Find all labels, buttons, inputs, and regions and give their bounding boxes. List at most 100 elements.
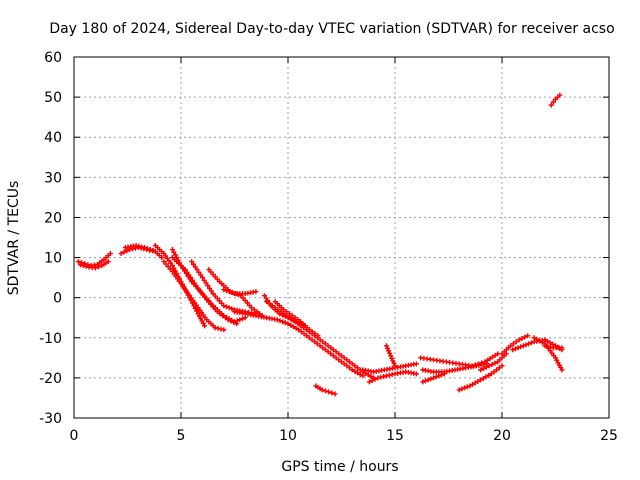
data-point — [194, 267, 200, 273]
data-point — [425, 377, 431, 383]
data-point — [306, 335, 312, 341]
data-point — [322, 388, 328, 394]
data-point — [347, 365, 353, 371]
data-point — [188, 275, 194, 281]
data-point — [325, 349, 331, 355]
data-point — [253, 289, 259, 295]
data-point — [510, 347, 516, 353]
data-point — [96, 264, 102, 270]
y-tick-label: 20 — [44, 210, 62, 226]
data-point — [387, 350, 393, 356]
data-point — [171, 249, 177, 255]
plot-frame — [73, 56, 610, 419]
data-point — [317, 337, 323, 343]
data-point — [237, 317, 243, 323]
data-point — [312, 339, 318, 345]
series-track-20 — [418, 351, 501, 369]
data-point — [422, 378, 428, 384]
data-point — [290, 324, 296, 330]
data-point — [286, 311, 292, 317]
data-point — [349, 367, 355, 373]
data-point — [226, 305, 232, 311]
data-point — [229, 290, 235, 296]
data-point — [467, 383, 473, 389]
data-point — [257, 311, 263, 317]
data-point — [475, 378, 481, 384]
data-point — [190, 261, 196, 267]
y-tick-label: -20 — [39, 371, 62, 387]
data-point — [328, 351, 334, 357]
data-point — [285, 321, 291, 327]
data-point — [281, 307, 287, 313]
y-tick-label: 0 — [53, 291, 62, 307]
data-point — [333, 349, 339, 355]
series-track-08 — [169, 255, 240, 327]
data-point — [480, 375, 486, 381]
data-point — [320, 339, 326, 345]
series-track-13 — [264, 299, 377, 381]
data-point — [217, 311, 223, 317]
data-point — [492, 352, 498, 358]
data-point — [355, 365, 361, 371]
data-point — [559, 367, 565, 373]
data-point — [515, 345, 521, 351]
data-point — [240, 316, 246, 322]
series-track-21 — [420, 361, 490, 375]
data-point — [520, 343, 526, 349]
data-point — [254, 309, 260, 315]
data-point — [182, 267, 188, 273]
data-point — [513, 339, 519, 345]
data-point — [171, 265, 177, 271]
series-track-25 — [499, 333, 531, 357]
y-tick-label: 50 — [44, 90, 62, 106]
data-point — [306, 327, 312, 333]
series-track-04 — [122, 243, 156, 253]
data-point — [464, 384, 470, 390]
data-point — [105, 259, 111, 265]
data-point — [486, 372, 492, 378]
data-point — [312, 331, 318, 337]
data-point — [298, 329, 304, 335]
data-point — [391, 360, 397, 366]
axis-ticks: 0 5 10 15 20 25 -30 -20 -10 0 10 20 30 40 50 60 — [39, 50, 618, 444]
data-point — [389, 355, 395, 361]
data-point — [531, 335, 537, 341]
data-point — [263, 295, 269, 301]
data-point — [441, 371, 447, 377]
data-point — [483, 374, 489, 380]
x-tick-label: 0 — [70, 428, 79, 444]
chart-title: Day 180 of 2024, Sidereal Day-to-day VTE… — [49, 21, 614, 37]
data-point — [199, 275, 205, 281]
data-point — [207, 285, 213, 291]
data-point — [118, 251, 124, 257]
y-axis-label: SDTVAR / TECUs — [6, 181, 22, 296]
data-point — [301, 331, 307, 337]
data-point — [472, 380, 478, 386]
data-points — [75, 92, 565, 397]
data-point — [304, 333, 310, 339]
data-point — [274, 317, 280, 323]
data-point — [214, 309, 220, 315]
data-point — [288, 316, 294, 322]
x-tick-label: 10 — [279, 428, 297, 444]
data-point — [413, 371, 419, 377]
data-point — [309, 329, 315, 335]
data-point — [205, 283, 211, 289]
data-point — [75, 259, 81, 265]
data-point — [487, 356, 493, 362]
data-point — [196, 269, 202, 275]
data-point — [280, 319, 286, 325]
data-point — [289, 313, 295, 319]
data-point — [528, 340, 534, 346]
data-point — [189, 277, 195, 283]
data-point — [559, 345, 565, 351]
series-track-15 — [272, 299, 321, 339]
data-point — [357, 371, 363, 377]
data-point — [431, 375, 437, 381]
data-point — [336, 357, 342, 363]
data-point — [526, 341, 532, 347]
data-point — [121, 249, 127, 255]
data-point — [124, 248, 130, 254]
data-point — [172, 252, 178, 258]
data-point — [208, 288, 214, 294]
